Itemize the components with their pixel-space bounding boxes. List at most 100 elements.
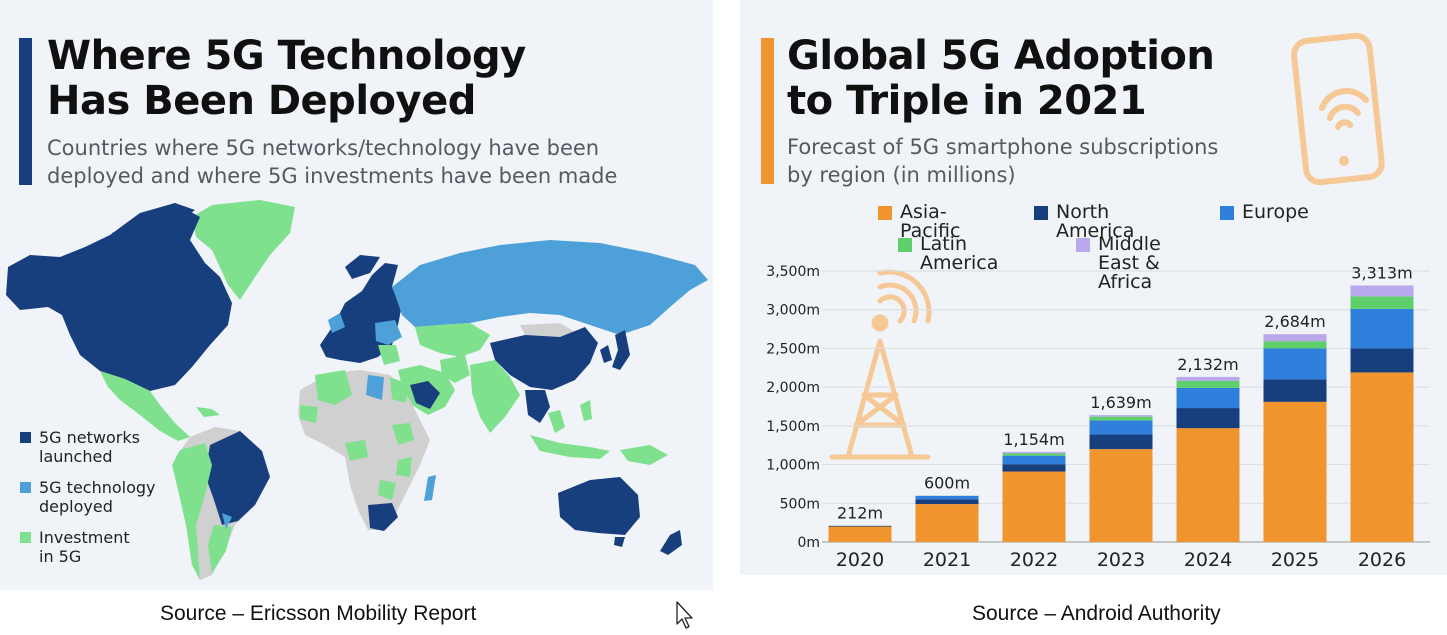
legend-label-deployed: 5G technology deployed xyxy=(39,478,156,516)
y-tick-label-7: 3,500m xyxy=(766,264,820,280)
bar-2021-north-america xyxy=(915,499,979,505)
legend-swatch-deployed xyxy=(20,482,31,493)
legend-label-launched: 5G networks launched xyxy=(39,428,140,466)
legend-swatch-investment xyxy=(20,532,31,543)
x-tick-label-2020: 2020 xyxy=(836,549,884,571)
total-label-2021: 600m xyxy=(924,474,970,493)
bar-2023-middle-east-africa xyxy=(1089,415,1153,417)
legend-label-europe: Europe xyxy=(1242,201,1309,223)
legend-latin-america: Latin America xyxy=(898,235,998,273)
bar-2026-asia-pacific xyxy=(1350,372,1414,542)
bar-2026-europe xyxy=(1350,308,1414,349)
right-accent-bar xyxy=(761,38,774,184)
bar-2026-middle-east-africa xyxy=(1350,285,1414,297)
bar-2022-middle-east-africa xyxy=(1002,451,1066,454)
left-accent-bar xyxy=(19,38,32,185)
legend-swatch-europe xyxy=(1220,206,1234,220)
y-tick-label-5: 2,500m xyxy=(766,341,820,357)
legend-label-latin-america: Latin America xyxy=(920,233,999,274)
map-russia xyxy=(392,240,708,335)
bar-2022-europe xyxy=(1002,455,1066,465)
bar-2021-asia-pacific xyxy=(915,504,979,542)
map-brazil xyxy=(205,431,270,525)
map-subtitle-line1: Countries where 5G networks/technology h… xyxy=(47,136,600,160)
total-label-2026: 3,313m xyxy=(1351,263,1412,282)
bar-2025-latin-america xyxy=(1263,341,1327,349)
bar-2026-north-america xyxy=(1350,348,1414,373)
legend-swatch-asia-pacific xyxy=(878,206,892,220)
y-tick-label-6: 3,000m xyxy=(766,303,820,319)
chart-subtitle-line1: Forecast of 5G smartphone subscriptions xyxy=(787,135,1219,159)
bar-2025-asia-pacific xyxy=(1263,401,1327,542)
map-legend-investment: Investment in 5G xyxy=(20,528,139,566)
bar-2020-asia-pacific xyxy=(828,526,892,542)
legend-label-investment: Investment in 5G xyxy=(39,528,130,566)
map-greenland xyxy=(192,200,295,300)
legend-asia-pacific: Asia-Pacific xyxy=(878,203,960,241)
map-legend-launched: 5G networks launched xyxy=(20,428,164,466)
bar-2022-asia-pacific xyxy=(1002,471,1066,542)
x-tick-label-2025: 2025 xyxy=(1271,549,1319,571)
legend-swatch-launched xyxy=(20,432,31,443)
map-title-line1: Where 5G Technology xyxy=(47,33,526,79)
left-source-caption: Source – Ericsson Mobility Report xyxy=(160,602,477,625)
legend-swatch-north-america xyxy=(1034,206,1048,220)
y-tick-label-0: 0m xyxy=(797,535,820,551)
legend-label-middle-east-africa: Middle East & Africa xyxy=(1098,233,1161,293)
world-map xyxy=(6,200,708,580)
x-tick-label-2026: 2026 xyxy=(1358,549,1406,571)
right-source-caption: Source – Android Authority xyxy=(972,602,1221,625)
cell-tower-icon xyxy=(829,269,932,460)
map-australia xyxy=(558,477,640,535)
map-china xyxy=(490,327,598,390)
total-label-2024: 2,132m xyxy=(1177,355,1238,374)
total-label-2020: 212m xyxy=(837,504,883,523)
legend-europe: Europe xyxy=(1220,203,1309,222)
map-infographic-panel: Where 5G Technology Has Been Deployed Co… xyxy=(0,0,713,590)
bar-2025-north-america xyxy=(1263,379,1327,402)
bar-2020-north-america xyxy=(828,525,892,527)
x-tick-label-2021: 2021 xyxy=(923,549,971,571)
chart-infographic-panel: Global 5G Adoption to Triple in 2021 For… xyxy=(740,0,1447,575)
map-title-line2: Has Been Deployed xyxy=(47,78,476,124)
bar-2024-middle-east-africa xyxy=(1176,376,1240,381)
bar-2021-europe xyxy=(915,495,979,500)
map-north-america xyxy=(6,203,232,391)
legend-swatch-latin-america xyxy=(898,238,912,252)
x-tick-label-2023: 2023 xyxy=(1097,549,1145,571)
legend-middle-east-africa: Middle East & Africa xyxy=(1076,235,1161,292)
x-tick-label-2022: 2022 xyxy=(1010,549,1058,571)
bar-2024-europe xyxy=(1176,387,1240,409)
y-tick-label-2: 1,000m xyxy=(766,458,820,474)
y-tick-label-3: 1,500m xyxy=(766,419,820,435)
map-india xyxy=(470,360,520,433)
legend-label-asia-pacific: Asia-Pacific xyxy=(900,201,961,242)
bar-2025-europe xyxy=(1263,348,1327,380)
bar-2025-middle-east-africa xyxy=(1263,334,1327,342)
bar-2026-latin-america xyxy=(1350,296,1414,309)
legend-swatch-middle-east-africa xyxy=(1076,238,1090,252)
x-tick-label-2024: 2024 xyxy=(1184,549,1232,571)
total-label-2022: 1,154m xyxy=(1003,430,1064,449)
total-label-2025: 2,684m xyxy=(1264,312,1325,331)
bar-2023-north-america xyxy=(1089,434,1153,450)
bar-2024-latin-america xyxy=(1176,380,1240,388)
map-mexico xyxy=(100,371,190,441)
map-subtitle-line2: deployed and where 5G investments have b… xyxy=(47,164,618,188)
y-tick-label-1: 500m xyxy=(780,496,820,512)
bar-2022-north-america xyxy=(1002,464,1066,472)
chart-title-line1: Global 5G Adoption xyxy=(787,33,1215,79)
bar-2023-europe xyxy=(1089,420,1153,435)
map-legend-deployed: 5G technology deployed xyxy=(20,478,164,516)
bar-2024-north-america xyxy=(1176,408,1240,429)
total-label-2023: 1,639m xyxy=(1090,393,1151,412)
bar-2024-asia-pacific xyxy=(1176,428,1240,542)
smartphone-wifi-icon xyxy=(1291,32,1385,186)
chart-title-line2: to Triple in 2021 xyxy=(787,78,1147,124)
bar-2022-latin-america xyxy=(1002,453,1066,456)
legend-label-north-america: North America xyxy=(1056,201,1135,242)
bar-2023-asia-pacific xyxy=(1089,449,1153,542)
chart-subtitle-line2: by region (in millions) xyxy=(787,163,1016,187)
y-tick-label-4: 2,000m xyxy=(766,380,820,396)
legend-north-america: North America xyxy=(1034,203,1134,241)
